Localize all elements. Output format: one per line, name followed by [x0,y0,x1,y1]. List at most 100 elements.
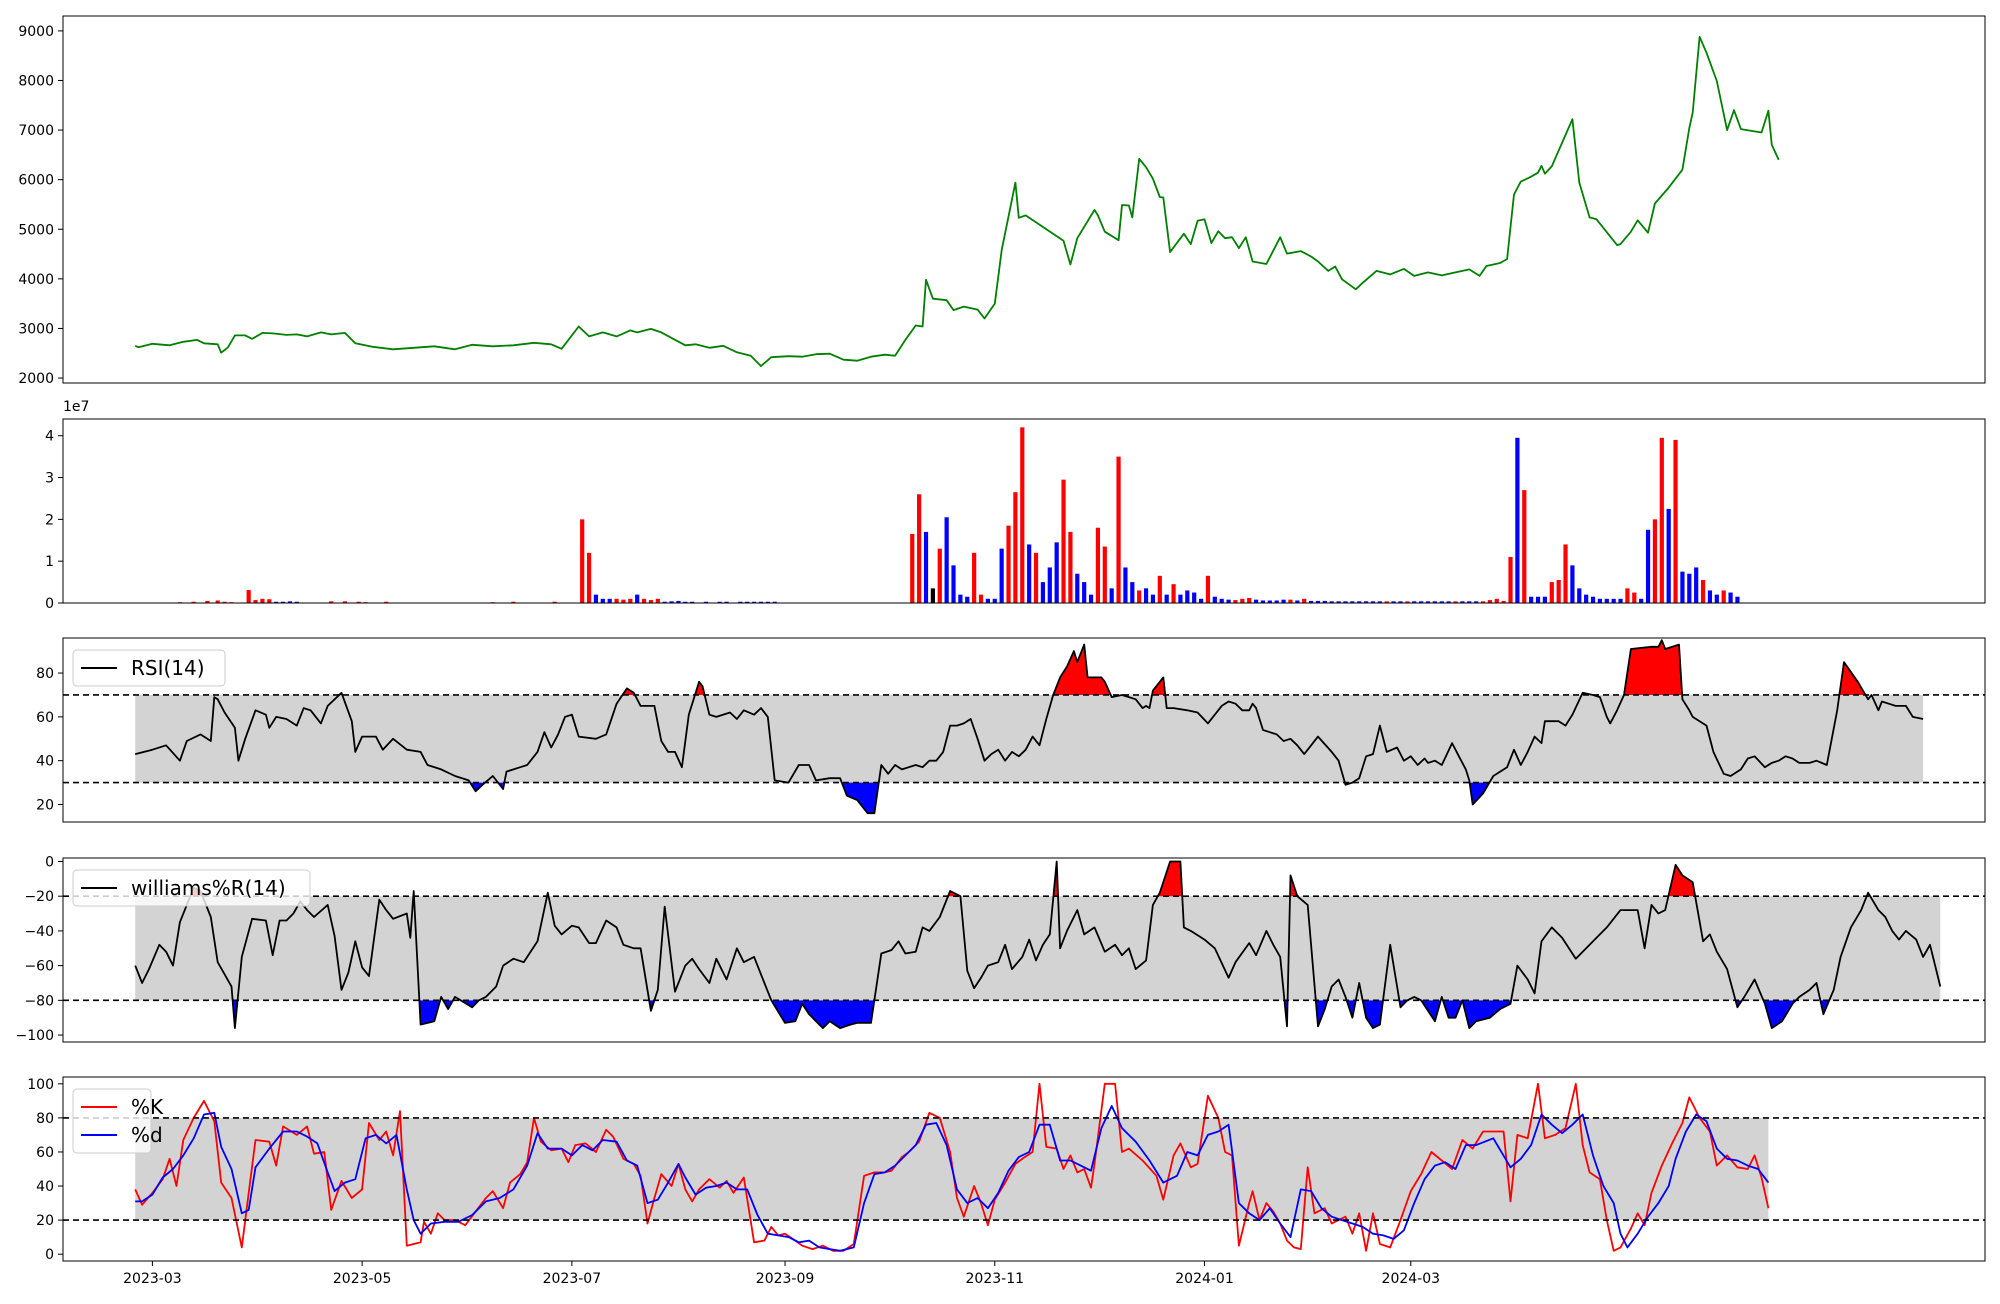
legend-label: %d [131,1123,163,1147]
volume-bar [1604,598,1609,603]
overbought-fill [1668,864,1696,897]
volume-bar [280,601,286,603]
volume-bar [1652,519,1658,603]
oversold-fill [771,1000,875,1029]
plot-area [177,427,1740,603]
volume-bar [1412,601,1417,603]
volume-bar [1529,596,1534,603]
y-tick-label: 80 [36,1111,54,1127]
price-line [134,35,1780,367]
volume-bar [1508,557,1513,603]
volume-bar [745,601,750,603]
volume-bar [1260,600,1266,603]
volume-bar [1735,596,1740,603]
volume-bar [1329,601,1334,603]
overbought-fill [1839,662,1866,695]
volume-bar [985,598,990,603]
y-tick-label: 0 [45,596,54,612]
date-axis: 2023-03 2023-05 2023-07 2023-09 2023-11 2024-… [123,1261,1440,1287]
volume-bar [614,598,619,603]
x-tick-label: 2023-03 [123,1271,182,1287]
volume-bar [958,594,963,603]
volume-bar [552,601,557,603]
volume-bar [1095,527,1101,603]
volume-bar [1425,601,1431,603]
y-tick-label: 6000 [18,173,54,189]
volume-bar [683,601,688,603]
volume-bar [1171,584,1176,603]
volume-bar [1192,592,1197,603]
y-tick-label: 0 [45,854,54,870]
volume-bar [1267,600,1272,603]
volume-bar [1542,596,1547,603]
volume-bar [1377,601,1382,603]
volume-bar [342,601,348,603]
volume-bar [1673,439,1678,603]
plot-area [134,639,1924,815]
volume-bar [1123,567,1128,603]
overbought-fill [1053,644,1111,695]
volume-bar [1295,600,1300,603]
volume-bar [1233,600,1238,603]
x-tick-label: 2023-09 [756,1271,815,1287]
volume-bar [607,598,612,603]
volume-bar [669,601,674,603]
volume-bar [1501,600,1506,603]
volume-bar [1618,598,1623,603]
volume-bar [1522,490,1527,603]
volume-bar [1253,599,1259,603]
volume-bar [1322,600,1327,603]
volume-bar [1494,598,1499,603]
volume-bar [246,590,251,603]
volume-bar [1467,601,1472,603]
volume-bar [717,601,722,603]
volume-bar [1212,596,1217,603]
neutral-band [135,694,1924,783]
price-panel: 2000 3000 4000 5000 6000 7000 8000 9000 [18,15,1986,387]
volume-bar [676,600,681,603]
volume-bar [1405,601,1410,603]
axes-frame [62,857,1986,1043]
x-tick-label: 2023-07 [543,1271,602,1287]
volume-bar [1419,601,1424,603]
y-tick-label: 80 [36,666,54,682]
volume-bar [978,594,984,603]
axes-frame [62,15,1986,384]
volume-bar [923,531,929,603]
volume-bar [1164,594,1169,603]
volume-bar [1130,582,1135,603]
volume-bar [772,601,777,603]
y-tick-label: 5000 [18,222,54,238]
volume-bar [621,599,626,603]
williams-r-panel: 0 −20 −40 −60 −80 −100 williams%R(14) [16,854,1986,1044]
y-tick-label: 8000 [18,73,54,89]
volume-bar [1027,544,1032,603]
volume-bar [1357,601,1362,603]
volume-bar [1432,601,1437,603]
scale-label: 1e7 [63,399,89,415]
volume-bar [511,601,516,603]
volume-bar [1150,594,1156,603]
volume-bar [1006,525,1011,603]
volume-bar [1178,594,1183,603]
plot-area [134,860,1942,1029]
volume-bar [758,601,764,603]
volume-bar [1480,601,1486,603]
volume-bar [1384,601,1389,603]
volume-bar [1563,544,1568,603]
volume-bar [215,600,220,603]
volume-bar [1157,575,1162,603]
overbought-fill [1623,640,1683,695]
y-tick-label: −20 [24,889,54,905]
volume-bar [1240,598,1245,603]
volume-bar [356,601,361,603]
volume-bar [944,517,949,603]
volume-bar [260,598,265,603]
volume-bar [253,600,258,603]
volume-bar [191,601,196,603]
volume-bar [1460,601,1465,603]
y-tick-label: 40 [36,1179,54,1195]
volume-bar [1061,479,1066,603]
